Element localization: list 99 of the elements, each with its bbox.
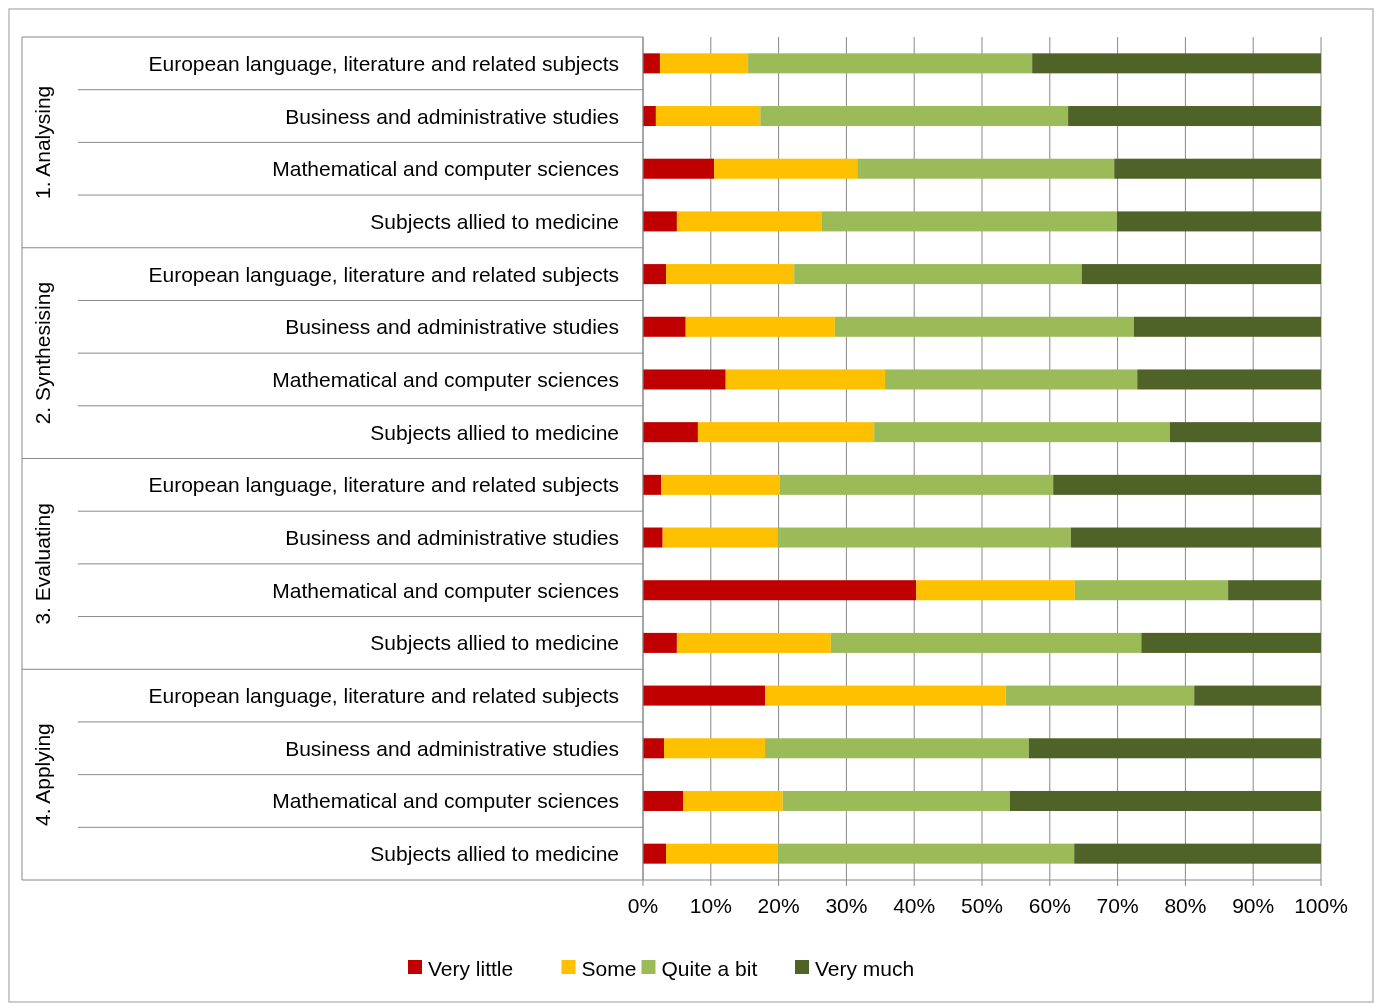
y-tick-label: Subjects allied to medicine [370, 631, 619, 655]
bar [643, 106, 656, 127]
x-tick-label: 100% [1294, 894, 1348, 917]
y-tick-label: Subjects allied to medicine [370, 420, 619, 444]
bar [643, 53, 660, 74]
y-tick-label: Mathematical and computer sciences [272, 367, 619, 391]
bar [685, 316, 835, 337]
bar [655, 106, 761, 127]
x-tick-label: 0% [627, 894, 659, 917]
y-tick-label: Subjects allied to medicine [370, 209, 619, 233]
legend-label: Some [581, 956, 637, 980]
bar [697, 422, 875, 443]
bar [643, 369, 726, 390]
bar [1028, 738, 1321, 759]
x-tick-label: 80% [1164, 894, 1207, 917]
bar [643, 264, 667, 285]
bar [643, 632, 677, 653]
bar [661, 474, 780, 495]
legend-label: Very little [428, 956, 514, 980]
bar [765, 738, 1029, 759]
bar [1074, 843, 1321, 864]
x-tick-label: 60% [1028, 894, 1071, 917]
x-tick-label: 40% [893, 894, 936, 917]
bar [857, 158, 1115, 179]
y-tick-label: Mathematical and computer sciences [272, 789, 619, 813]
bar [643, 158, 715, 179]
bar [725, 369, 886, 390]
bar [1009, 790, 1321, 811]
text: 3. Evaluating [30, 503, 54, 625]
bar [643, 685, 766, 706]
legend-label: Very much [815, 956, 915, 980]
bar [765, 685, 1006, 706]
y-tick-label: Business and administrative studies [285, 526, 619, 550]
y-tick-label: European language, literature and related subjects [148, 473, 619, 497]
bar [760, 106, 1069, 127]
x-tick-label: 90% [1232, 894, 1275, 917]
bar [748, 53, 1033, 74]
bar [643, 843, 667, 864]
x-tick-label: 70% [1096, 894, 1139, 917]
bar [676, 632, 831, 653]
bar [666, 843, 778, 864]
x-tick-label: 10% [689, 894, 732, 917]
bar [1053, 474, 1321, 495]
bar [834, 316, 1134, 337]
y-tick-label: Business and administrative studies [285, 104, 619, 128]
bar [643, 738, 665, 759]
bar [885, 369, 1138, 390]
bar [643, 527, 663, 548]
bar [643, 422, 698, 443]
y-tick-label: Mathematical and computer sciences [272, 578, 619, 602]
bar [643, 211, 677, 232]
bar [779, 474, 1054, 495]
bar [683, 790, 783, 811]
bar [821, 211, 1117, 232]
bar [643, 790, 683, 811]
bar [874, 422, 1170, 443]
bar [777, 843, 1075, 864]
y-tick-label: European language, literature and related subjects [148, 262, 619, 286]
bar [1141, 632, 1321, 653]
x-tick-label: 50% [960, 894, 1004, 917]
text: 1. Analysing [30, 85, 54, 199]
bar [1081, 264, 1321, 285]
bar [794, 264, 1082, 285]
y-tick-label: European language, literature and related subjects [148, 51, 619, 75]
y-tick-label: European language, literature and related subjects [148, 684, 619, 708]
bar [1068, 106, 1321, 127]
text: 4. Applying [30, 723, 54, 826]
bar [676, 211, 822, 232]
bar [659, 53, 749, 74]
bar [1194, 685, 1321, 706]
bar [714, 158, 858, 179]
bar [1114, 158, 1321, 179]
y-tick-label: Subjects allied to medicine [370, 842, 619, 866]
bar [1137, 369, 1321, 390]
bar [662, 527, 778, 548]
bar [1005, 685, 1195, 706]
bar [1133, 316, 1321, 337]
bar [643, 580, 917, 601]
bar [643, 316, 686, 337]
bar [643, 474, 662, 495]
bar [777, 527, 1071, 548]
bar [916, 580, 1075, 601]
bar [782, 790, 1010, 811]
bar [1116, 211, 1321, 232]
bar [1228, 580, 1321, 601]
bar [1032, 53, 1321, 74]
bar [1070, 527, 1321, 548]
y-tick-label: Mathematical and computer sciences [272, 157, 619, 181]
y-tick-label: Business and administrative studies [285, 315, 619, 339]
bar [666, 264, 795, 285]
bar [1169, 422, 1321, 443]
bar [664, 738, 766, 759]
x-tick-label: 30% [825, 894, 868, 917]
text: 2. Synthesising [30, 281, 54, 425]
bar [1074, 580, 1229, 601]
bar [830, 632, 1142, 653]
y-tick-label: Business and administrative studies [285, 736, 619, 760]
legend-label: Quite a bit [661, 956, 758, 980]
x-tick-label: 20% [757, 894, 800, 917]
